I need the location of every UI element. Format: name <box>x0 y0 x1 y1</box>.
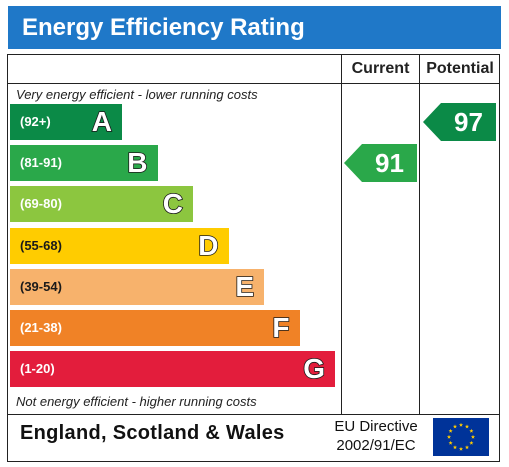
bottom-caption: Not energy efficient - higher running co… <box>16 394 257 409</box>
band-range-label: (39-54) <box>20 278 62 294</box>
footer-divider <box>7 414 500 415</box>
region-label: England, Scotland & Wales <box>20 422 285 444</box>
potential-rating-value: 97 <box>454 107 483 137</box>
band-letter: B <box>126 146 148 179</box>
potential-column-header: Potential <box>426 60 494 77</box>
directive-line-1: EU Directive <box>334 418 418 435</box>
potential-column-divider <box>419 54 420 415</box>
current-column-divider <box>341 54 342 415</box>
band-letter: D <box>197 229 219 262</box>
top-caption: Very energy efficient - lower running co… <box>16 87 258 102</box>
current-rating-arrow: 91 <box>344 144 417 183</box>
band-g: (1-20) G <box>10 351 335 388</box>
band-e: (39-54) E <box>10 268 264 305</box>
band-c: (69-80) C <box>10 186 193 223</box>
eu-directive: EU Directive 2002/91/EC <box>326 417 426 455</box>
current-column-header: Current <box>351 60 410 77</box>
band-range-label: (69-80) <box>20 196 62 212</box>
band-f: (21-38) F <box>10 310 300 346</box>
band-letter: A <box>91 105 113 138</box>
band-letter: C <box>162 188 184 221</box>
band-range-label: (92+) <box>20 114 51 129</box>
band-range-label: (1-20) <box>20 361 55 377</box>
band-d: (55-68) D <box>10 227 229 264</box>
band-range-label: (55-68) <box>20 237 62 253</box>
potential-rating-arrow: 97 <box>423 103 496 141</box>
column-header-divider <box>7 83 500 84</box>
band-letter: E <box>235 270 255 303</box>
band-a: (92+) A <box>10 104 122 140</box>
band-letter: F <box>272 311 291 344</box>
directive-line-2: 2002/91/EC <box>336 437 416 454</box>
rating-frame <box>7 54 500 462</box>
band-range-label: (21-38) <box>20 320 62 335</box>
band-range-label: (81-91) <box>20 155 62 171</box>
band-letter: G <box>302 352 325 385</box>
band-b: (81-91) B <box>10 145 158 182</box>
current-rating-value: 91 <box>375 148 404 179</box>
chart-title: Energy Efficiency Rating <box>8 6 501 49</box>
eu-flag-icon <box>433 418 489 456</box>
